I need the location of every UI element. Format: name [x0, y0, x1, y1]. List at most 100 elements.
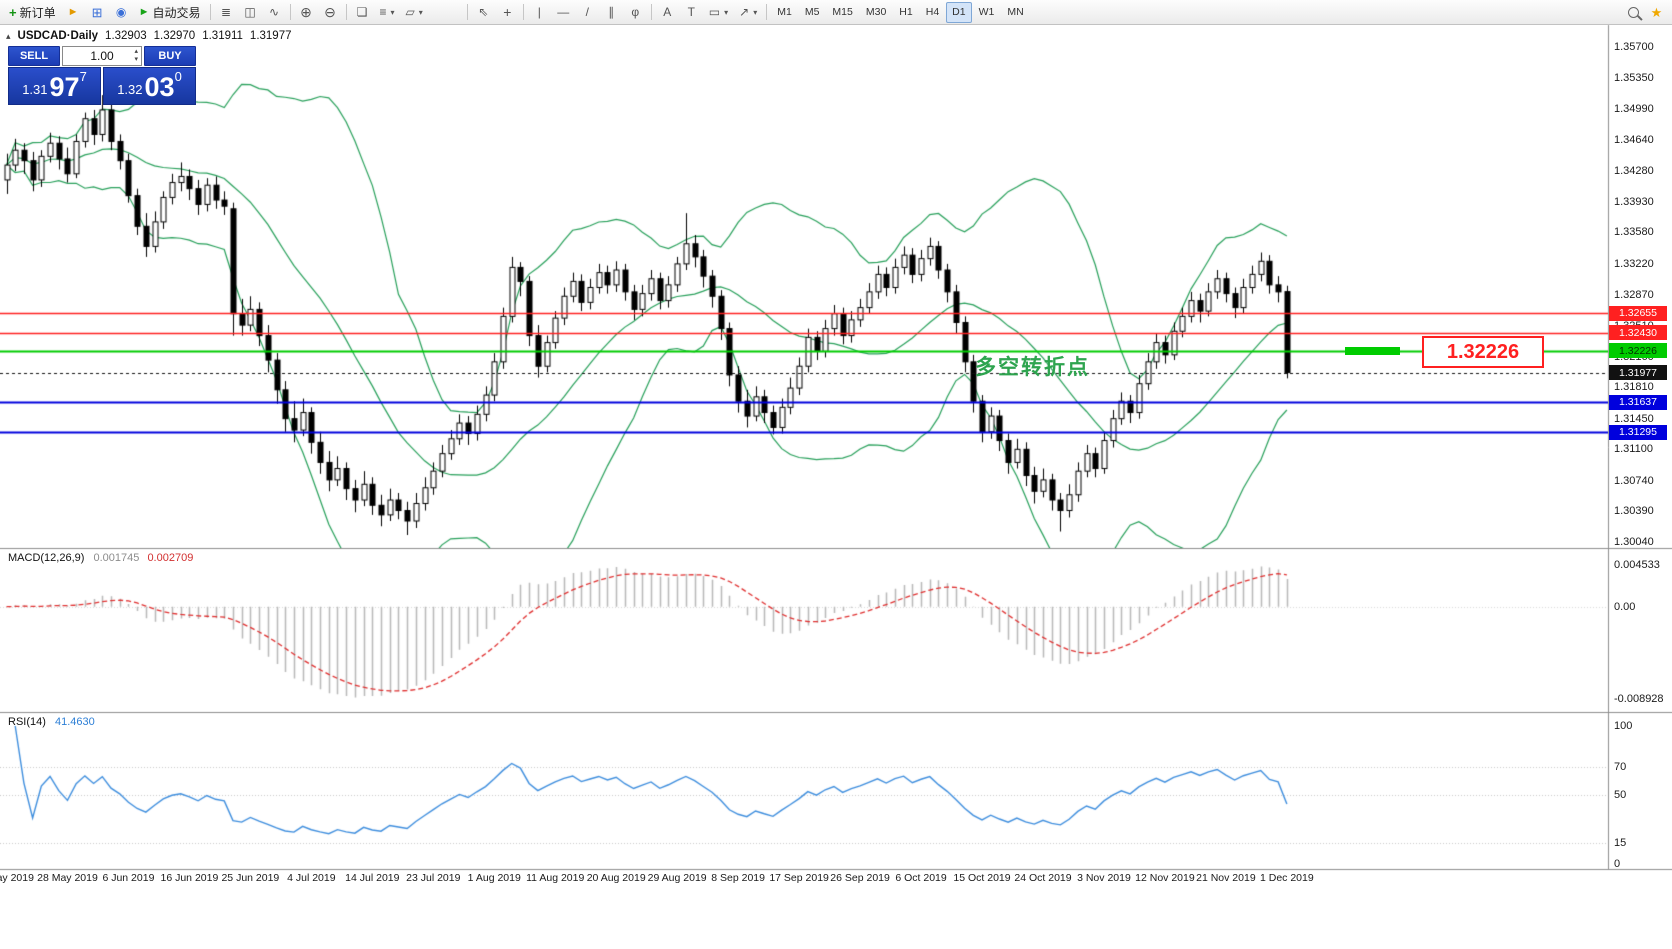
fibonacci-tool-button[interactable]: φ: [624, 2, 647, 23]
crosshair-tool-button[interactable]: +: [496, 2, 519, 23]
trendline-tool-button[interactable]: /: [576, 2, 599, 23]
buy-button[interactable]: BUY: [144, 46, 196, 66]
date-axis-label: 4 Jul 2019: [287, 872, 336, 884]
crosshair-icon: +: [503, 4, 512, 20]
community-button[interactable]: ◉: [110, 2, 133, 23]
chevron-down-icon: ▾: [724, 7, 729, 17]
text-tool-button[interactable]: A: [656, 2, 679, 23]
price-axis-label: 1.35350: [1614, 71, 1654, 84]
toolbar-separator: [345, 4, 347, 20]
zoom-out-button[interactable]: ⊖: [319, 2, 342, 23]
arrows-tool-button[interactable]: ↗ ▾: [734, 2, 762, 23]
autotrading-button[interactable]: ► 自动交易: [134, 2, 206, 23]
symbol-title: USDCAD·Daily: [17, 30, 99, 42]
volume-value: 1.00: [90, 49, 114, 63]
horizontal-line-tool-button[interactable]: —: [552, 2, 575, 23]
send-button[interactable]: ►: [62, 2, 85, 23]
buy-price-point: 0: [174, 69, 182, 84]
rsi-axis-label: 50: [1614, 789, 1627, 801]
text-tool-icon: A: [663, 5, 672, 19]
candlestick-mode-button[interactable]: ◫: [239, 2, 262, 23]
macd-axis-label: 0.004533: [1614, 559, 1660, 571]
timeframe-button-m15[interactable]: M15: [826, 2, 858, 23]
globe-icon: ◉: [115, 5, 127, 19]
price-line-tag: 1.32226: [1609, 343, 1667, 359]
search-button[interactable]: [1622, 2, 1645, 23]
channel-tool-button[interactable]: ∥: [600, 2, 623, 23]
charts-window-button[interactable]: ⊞: [86, 2, 109, 23]
price-axis-label: 1.34280: [1614, 165, 1654, 178]
macd-axis-label: 0.00: [1614, 600, 1636, 613]
timeframe-button-m5[interactable]: M5: [799, 2, 826, 23]
timeframe-button-m30[interactable]: M30: [860, 2, 892, 23]
green-highlight-bar[interactable]: [1345, 347, 1400, 355]
timeframe-button-h4[interactable]: H4: [920, 2, 945, 23]
rsi-name: RSI(14): [8, 716, 46, 728]
candlestick-icon: ◫: [244, 5, 256, 19]
date-axis-label: 12 Nov 2019: [1135, 872, 1195, 884]
macd-main-value: 0.001745: [93, 552, 140, 564]
date-axis-label: 21 Nov 2019: [1196, 872, 1256, 884]
buy-price-button[interactable]: 1.32 03 0: [103, 67, 196, 105]
price-axis-label: 1.31810: [1614, 381, 1654, 394]
timeframe-button-mn[interactable]: MN: [1001, 2, 1029, 23]
star-icon: ★: [1650, 4, 1663, 20]
zoom-in-button[interactable]: ⊕: [295, 2, 318, 23]
shapes-tool-button[interactable]: ▭ ▾: [704, 2, 733, 23]
trendline-icon: /: [585, 5, 589, 19]
date-axis-label: 11 Aug 2019: [526, 872, 585, 884]
price-axis-label: 1.31100: [1614, 443, 1653, 456]
rsi-axis-label: 15: [1614, 837, 1627, 850]
chart-text-annotation[interactable]: 多空转折点: [975, 356, 1090, 379]
label-tool-button[interactable]: T: [680, 2, 703, 23]
ohlc-close: 1.31977: [249, 30, 292, 42]
date-axis-label: 26 Sep 2019: [830, 872, 890, 884]
cursor-tool-button[interactable]: ⇖: [472, 2, 495, 23]
rsi-axis-label: 100: [1614, 720, 1633, 732]
tile-windows-button[interactable]: ❏: [351, 2, 374, 23]
toolbar-separator: [522, 4, 524, 20]
line-chart-mode-button[interactable]: ∿: [263, 2, 286, 23]
date-axis-label: 29 Aug 2019: [647, 872, 707, 884]
volume-decrease-icon[interactable]: [132, 56, 140, 64]
price-axis-label: 1.30040: [1614, 536, 1654, 548]
timeframe-button-m1[interactable]: M1: [771, 2, 798, 23]
date-axis-label: 14 Jul 2019: [345, 872, 400, 884]
cursor-icon: ⇖: [478, 5, 489, 19]
trade-panel-toggle-icon[interactable]: [6, 30, 11, 42]
objects-list-button[interactable]: ▱ ▾: [401, 2, 428, 23]
timeframe-group: M1 M5 M15 M30 H1 H4 D1 W1 MN: [771, 1, 1029, 23]
toolbar-separator: [289, 4, 291, 20]
macd-signal-value: 0.002709: [147, 552, 194, 564]
new-order-icon: +: [9, 4, 17, 20]
macd-name: MACD(12,26,9): [8, 552, 85, 564]
vertical-line-tool-button[interactable]: |: [528, 2, 551, 23]
favorites-button[interactable]: ★: [1645, 2, 1668, 23]
toolbar-separator: [650, 4, 652, 20]
price-axis-label: 1.30390: [1614, 505, 1654, 518]
sell-button[interactable]: SELL: [8, 46, 60, 66]
timeframe-button-d1[interactable]: D1: [946, 1, 972, 23]
sell-price-button[interactable]: 1.31 97 7: [8, 67, 101, 105]
buy-price-pips: 03: [144, 72, 175, 102]
main-toolbar: + 新订单 ► ⊞ ◉ ► 自动交易 ≣ ◫ ∿ ⊕ ⊖ ❏ ≡ ▾ ▱ ▾ ⇖ +…: [0, 0, 1672, 25]
new-order-button[interactable]: + 新订单: [4, 2, 61, 23]
price-callout-box[interactable]: 1.32226: [1422, 336, 1544, 368]
price-axis-label: 1.31450: [1614, 412, 1654, 425]
timeframe-button-w1[interactable]: W1: [973, 2, 1001, 23]
timeframe-button-h1[interactable]: H1: [893, 2, 918, 23]
line-chart-icon: ∿: [268, 5, 280, 19]
volume-spinner: [132, 47, 140, 65]
bar-chart-mode-button[interactable]: ≣: [215, 2, 238, 23]
ohlc-high: 1.32970: [153, 30, 196, 42]
volume-field[interactable]: 1.00: [62, 46, 142, 66]
one-click-trade-panel: SELL 1.00 BUY 1.31 97 7 1.32 03 0: [8, 46, 196, 105]
channel-icon: ∥: [608, 5, 615, 19]
date-axis-label: 1 Aug 2019: [467, 872, 521, 884]
volume-increase-icon[interactable]: [132, 48, 140, 56]
date-axis-label: 23 Jul 2019: [406, 872, 461, 884]
autotrading-label: 自动交易: [152, 5, 201, 20]
indicator-list-button[interactable]: ≡ ▾: [375, 2, 400, 23]
date-axis-label: 3 Nov 2019: [1077, 872, 1131, 884]
